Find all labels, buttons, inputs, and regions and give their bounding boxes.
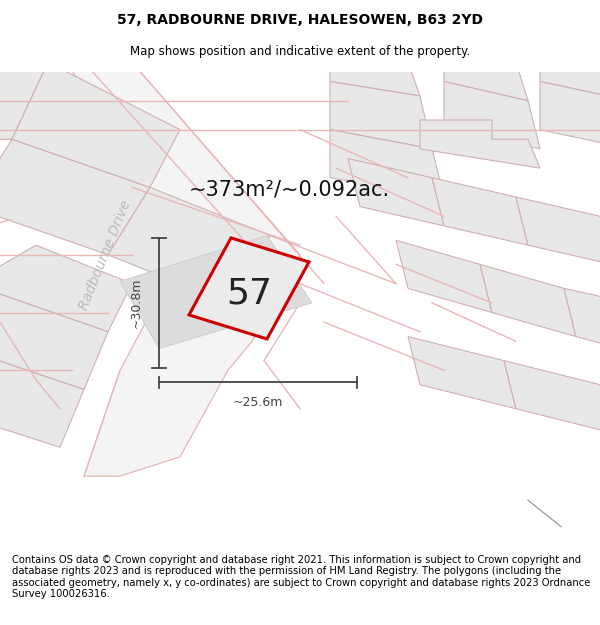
Polygon shape xyxy=(564,289,600,351)
Polygon shape xyxy=(432,177,528,245)
Text: Map shows position and indicative extent of the property.: Map shows position and indicative extent… xyxy=(130,44,470,58)
Text: Contains OS data © Crown copyright and database right 2021. This information is : Contains OS data © Crown copyright and d… xyxy=(12,554,590,599)
Polygon shape xyxy=(330,129,444,197)
Text: ~30.8m: ~30.8m xyxy=(130,278,143,328)
Polygon shape xyxy=(0,62,48,139)
Polygon shape xyxy=(108,188,270,303)
Polygon shape xyxy=(0,139,150,255)
Text: ~373m²/~0.092ac.: ~373m²/~0.092ac. xyxy=(189,180,390,200)
Text: 57: 57 xyxy=(226,276,272,310)
Polygon shape xyxy=(540,81,600,149)
Polygon shape xyxy=(0,245,132,332)
Polygon shape xyxy=(330,62,420,96)
Polygon shape xyxy=(12,62,180,188)
Polygon shape xyxy=(348,159,444,226)
Polygon shape xyxy=(444,62,528,101)
Polygon shape xyxy=(66,62,300,476)
Polygon shape xyxy=(516,197,600,264)
Polygon shape xyxy=(540,62,600,101)
Polygon shape xyxy=(480,264,576,336)
Text: 57, RADBOURNE DRIVE, HALESOWEN, B63 2YD: 57, RADBOURNE DRIVE, HALESOWEN, B63 2YD xyxy=(117,13,483,27)
Polygon shape xyxy=(0,351,84,448)
Polygon shape xyxy=(408,336,516,409)
Polygon shape xyxy=(420,120,540,168)
Text: ~25.6m: ~25.6m xyxy=(233,396,283,409)
Polygon shape xyxy=(330,81,432,149)
Polygon shape xyxy=(0,284,108,389)
Polygon shape xyxy=(444,81,540,149)
Polygon shape xyxy=(120,236,312,349)
Text: Radbourne Drive: Radbourne Drive xyxy=(77,198,133,312)
Polygon shape xyxy=(396,240,492,312)
Polygon shape xyxy=(504,361,600,432)
Polygon shape xyxy=(189,238,309,339)
